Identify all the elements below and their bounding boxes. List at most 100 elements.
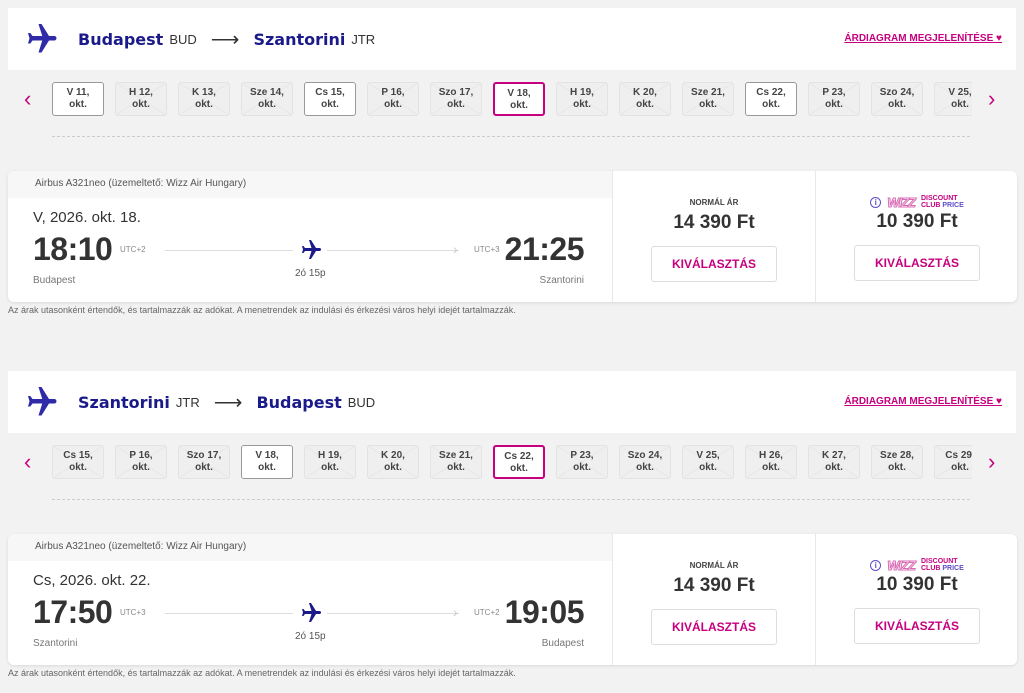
date-month: okt. [573,99,591,110]
date-option[interactable]: Sze 21, okt. [430,445,482,479]
date-month: okt. [762,462,780,473]
date-month: okt. [69,99,87,110]
date-option[interactable]: Szo 17, okt. [430,82,482,116]
date-option[interactable]: Szo 24, okt. [619,445,671,479]
price-chart-link[interactable]: ÁRDIAGRAM MEGJELENÍTÉSE ♥ [844,33,1002,44]
club-text-3: PRICE [942,565,964,572]
airplane-icon [298,238,322,262]
date-option[interactable]: H 26, okt. [745,445,797,479]
date-option[interactable]: K 20, okt. [367,445,419,479]
normal-price-box: NORMÁL ÁR 14 390 Ft KIVÁLASZTÁS [612,171,815,302]
date-option[interactable]: Sze 28, okt. [871,445,923,479]
date-month: okt. [825,99,843,110]
date-day: Cs 15, [63,450,93,461]
date-option[interactable]: V 18, okt. [241,445,293,479]
date-month: okt. [69,462,87,473]
date-option[interactable]: V 11, okt. [52,82,104,116]
date-option[interactable]: Cs 29, okt. [934,445,972,479]
date-option[interactable]: Sze 21, okt. [682,82,734,116]
date-option[interactable]: H 19, okt. [304,445,356,479]
date-month: okt. [825,462,843,473]
date-option[interactable]: P 23, okt. [808,82,860,116]
price-chart-link[interactable]: ÁRDIAGRAM MEGJELENÍTÉSE ♥ [844,396,1002,407]
date-day: H 26, [759,450,783,461]
date-option[interactable]: Sze 14, okt. [241,82,293,116]
date-option[interactable]: H 12, okt. [115,82,167,116]
info-icon[interactable]: i [870,559,882,571]
date-day: Szo 17, [186,450,222,461]
select-normal-button[interactable]: KIVÁLASZTÁS [651,246,777,282]
date-selector: ‹ Cs 15, okt. P 16, okt. Szo 17, okt. V 18, okt… [0,443,1024,483]
date-option[interactable]: K 13, okt. [178,82,230,116]
date-option[interactable]: V 18, okt. [493,82,545,116]
date-month: okt. [384,462,402,473]
date-month: okt. [132,99,150,110]
date-option[interactable]: V 25, okt. [934,82,972,116]
route-line [165,250,293,251]
date-option[interactable]: P 16, okt. [367,82,419,116]
date-day: Szo 24, [879,87,915,98]
destination-code: JTR [351,31,376,47]
date-option[interactable]: H 19, okt. [556,82,608,116]
chevron-right-icon[interactable]: › [988,86,996,111]
chevron-left-icon[interactable]: ‹ [24,449,32,474]
date-month: okt. [195,462,213,473]
date-option[interactable]: Cs 22, okt. [493,445,545,479]
origin-city: Budapest [78,29,164,49]
date-option[interactable]: K 27, okt. [808,445,860,479]
date-option[interactable]: Szo 17, okt. [178,445,230,479]
normal-price: 14 390 Ft [673,575,755,596]
route-line [165,613,293,614]
return-flight-section: Szantorini JTR ⟶ Budapest BUD ÁRDIAGRAM … [0,363,1024,693]
date-day: Cs 29, [945,450,972,461]
date-option[interactable]: Cs 15, okt. [304,82,356,116]
origin-city: Szantorini [78,392,170,412]
flight-duration: 2ó 15p [295,268,326,279]
date-day: Cs 15, [315,87,345,98]
date-day: Cs 22, [504,451,534,462]
date-option[interactable]: P 16, okt. [115,445,167,479]
departure-city: Budapest [33,275,76,286]
departure-city: Szantorini [33,638,78,649]
club-price: 10 390 Ft [876,574,958,595]
date-option[interactable]: Cs 15, okt. [52,445,104,479]
club-text-3: PRICE [942,202,964,209]
info-icon[interactable]: i [870,196,882,208]
date-day: P 23, [822,87,846,98]
select-club-button[interactable]: KIVÁLASZTÁS [854,245,980,281]
chevron-left-icon[interactable]: ‹ [24,86,32,111]
route-line [327,613,459,614]
date-day: Sze 21, [439,450,473,461]
date-selector: ‹ V 11, okt. H 12, okt. K 13, okt. Sze 14, okt.… [0,80,1024,120]
club-text-2: CLUB [920,565,943,572]
date-option[interactable]: Cs 22, okt. [745,82,797,116]
club-price: 10 390 Ft [876,211,958,232]
normal-price: 14 390 Ft [673,212,755,233]
date-option[interactable]: K 20, okt. [619,82,671,116]
club-price-box: i WIZZ DISCOUNT CLUB PRICE 10 390 Ft KIVÁ… [815,171,1017,302]
date-day: Sze 28, [880,450,914,461]
departure-utc: UTC+3 [120,608,146,617]
select-club-button[interactable]: KIVÁLASZTÁS [854,608,980,644]
airplane-icon [22,21,58,57]
departure-time: 18:10 [33,231,113,267]
divider [52,136,970,137]
route-line [327,250,459,251]
date-list: V 11, okt. H 12, okt. K 13, okt. Sze 14, okt. Cs… [52,80,972,120]
date-option[interactable]: Szo 24, okt. [871,82,923,116]
price-note: Az árak utasonként értendők, és tartalma… [8,668,516,678]
destination-code: BUD [347,394,376,410]
wizz-logo: WIZZ [887,194,917,210]
date-day: K 20, [381,450,405,461]
date-month: okt. [258,462,276,473]
select-normal-button[interactable]: KIVÁLASZTÁS [651,609,777,645]
date-day: H 12, [129,87,153,98]
flight-date: Cs, 2026. okt. 22. [33,572,151,589]
chevron-right-icon[interactable]: › [988,449,996,474]
date-option[interactable]: V 25, okt. [682,445,734,479]
date-month: okt. [573,462,591,473]
date-day: V 25, [948,87,972,98]
arrival-time: 21:25 [504,231,585,267]
date-option[interactable]: P 23, okt. [556,445,608,479]
date-day: Sze 14, [250,87,284,98]
